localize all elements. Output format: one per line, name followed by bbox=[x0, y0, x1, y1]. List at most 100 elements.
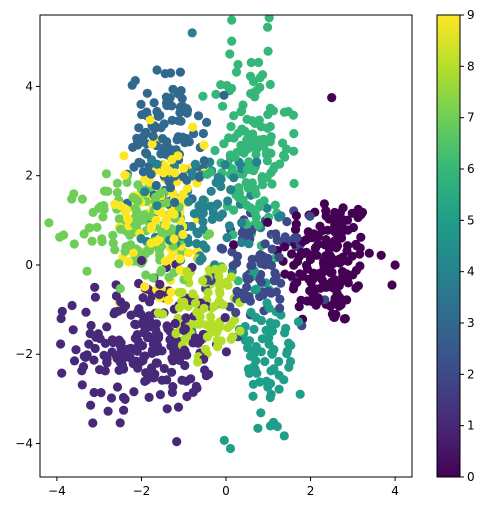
colorbar-tick-label: 3 bbox=[467, 316, 475, 330]
data-point-1 bbox=[145, 297, 155, 307]
data-point-0 bbox=[292, 256, 303, 267]
data-point-9 bbox=[166, 287, 176, 297]
data-point-1 bbox=[154, 289, 164, 300]
data-point-1 bbox=[71, 345, 81, 355]
data-point-5 bbox=[295, 389, 305, 399]
data-point-3 bbox=[142, 88, 152, 98]
data-point-0 bbox=[327, 254, 337, 264]
data-point-1 bbox=[147, 348, 157, 358]
data-point-5 bbox=[265, 421, 275, 431]
data-point-1 bbox=[89, 481, 98, 490]
data-point-0 bbox=[342, 295, 352, 305]
data-point-1 bbox=[169, 340, 179, 350]
data-point-1 bbox=[155, 279, 165, 289]
data-point-1 bbox=[110, 307, 120, 317]
data-point-4 bbox=[262, 203, 272, 213]
data-point-7 bbox=[151, 192, 161, 202]
data-point-5 bbox=[260, 356, 270, 367]
data-point-9 bbox=[158, 168, 169, 178]
data-point-1 bbox=[147, 363, 157, 373]
data-point-7 bbox=[141, 270, 151, 280]
data-point-5 bbox=[248, 391, 258, 401]
data-point-9 bbox=[182, 183, 192, 193]
data-point-0 bbox=[290, 225, 301, 235]
data-point-1 bbox=[167, 367, 177, 377]
data-point-0 bbox=[311, 243, 321, 253]
colorbar-tick-label: 9 bbox=[467, 8, 475, 22]
data-point-5 bbox=[266, 389, 276, 399]
data-point-5 bbox=[267, 349, 277, 359]
data-point-1 bbox=[162, 375, 172, 385]
data-point-6 bbox=[251, 189, 261, 199]
data-point-0 bbox=[318, 258, 329, 268]
data-point-1 bbox=[144, 392, 154, 402]
colorbar-tick-label: 8 bbox=[467, 59, 475, 73]
data-point-1 bbox=[100, 338, 110, 348]
data-point-6 bbox=[229, 111, 239, 121]
data-point-6 bbox=[242, 114, 252, 124]
data-point-6 bbox=[247, 178, 257, 188]
data-point-3 bbox=[149, 98, 159, 108]
colorbar-tick-label: 2 bbox=[467, 367, 475, 381]
data-point-8 bbox=[193, 357, 203, 367]
data-point-6 bbox=[230, 152, 240, 162]
data-point-3 bbox=[194, 172, 204, 182]
data-point-3 bbox=[129, 162, 139, 172]
data-point-5 bbox=[274, 384, 284, 394]
data-point-1 bbox=[130, 319, 140, 329]
data-point-2 bbox=[260, 239, 270, 249]
data-point-9 bbox=[178, 229, 188, 240]
data-point-7 bbox=[101, 169, 111, 179]
data-point-6 bbox=[226, 121, 236, 132]
data-point-8 bbox=[196, 318, 206, 329]
data-point-8 bbox=[215, 288, 225, 298]
data-point-6 bbox=[268, 106, 278, 116]
colorbar-tick-label: 1 bbox=[467, 419, 475, 433]
data-point-1 bbox=[173, 402, 184, 412]
y-tick-label: −2 bbox=[15, 347, 33, 361]
data-point-1 bbox=[56, 339, 66, 349]
data-point-8 bbox=[202, 332, 212, 342]
data-point-8 bbox=[210, 264, 220, 274]
data-point-4 bbox=[198, 208, 208, 218]
data-point-1 bbox=[90, 282, 100, 292]
data-point-6 bbox=[231, 67, 242, 77]
data-point-8 bbox=[188, 289, 198, 299]
data-point-1 bbox=[204, 369, 214, 379]
data-point-1 bbox=[103, 406, 113, 416]
data-point-7 bbox=[92, 222, 102, 232]
data-point-6 bbox=[227, 83, 237, 93]
data-point-5 bbox=[243, 364, 253, 374]
data-point-1 bbox=[122, 347, 132, 357]
data-point-0 bbox=[343, 278, 353, 288]
data-point-2 bbox=[292, 233, 302, 243]
data-point-4 bbox=[152, 201, 162, 211]
data-point-3 bbox=[141, 127, 151, 137]
data-point-8 bbox=[206, 312, 216, 322]
data-point-0 bbox=[305, 255, 315, 265]
data-point-4 bbox=[244, 239, 254, 249]
data-point-5 bbox=[244, 336, 255, 346]
data-point-3 bbox=[160, 69, 170, 79]
data-point-3 bbox=[219, 90, 229, 100]
data-point-3 bbox=[198, 128, 208, 139]
data-point-1 bbox=[80, 352, 91, 362]
data-point-1 bbox=[69, 356, 80, 366]
data-point-6 bbox=[264, 15, 274, 23]
data-point-4 bbox=[220, 160, 230, 170]
data-point-2 bbox=[275, 294, 285, 304]
data-point-2 bbox=[218, 244, 228, 254]
data-point-1 bbox=[86, 320, 96, 331]
data-point-0 bbox=[355, 261, 365, 271]
data-point-7 bbox=[55, 232, 65, 242]
data-point-0 bbox=[280, 242, 290, 252]
data-point-7 bbox=[162, 198, 172, 208]
data-point-4 bbox=[226, 185, 236, 195]
data-point-8 bbox=[212, 342, 223, 352]
data-point-4 bbox=[187, 221, 197, 231]
data-point-9 bbox=[179, 163, 189, 173]
colorbar-tick-label: 4 bbox=[467, 265, 475, 279]
data-point-0 bbox=[343, 241, 353, 251]
data-point-5 bbox=[242, 343, 253, 353]
